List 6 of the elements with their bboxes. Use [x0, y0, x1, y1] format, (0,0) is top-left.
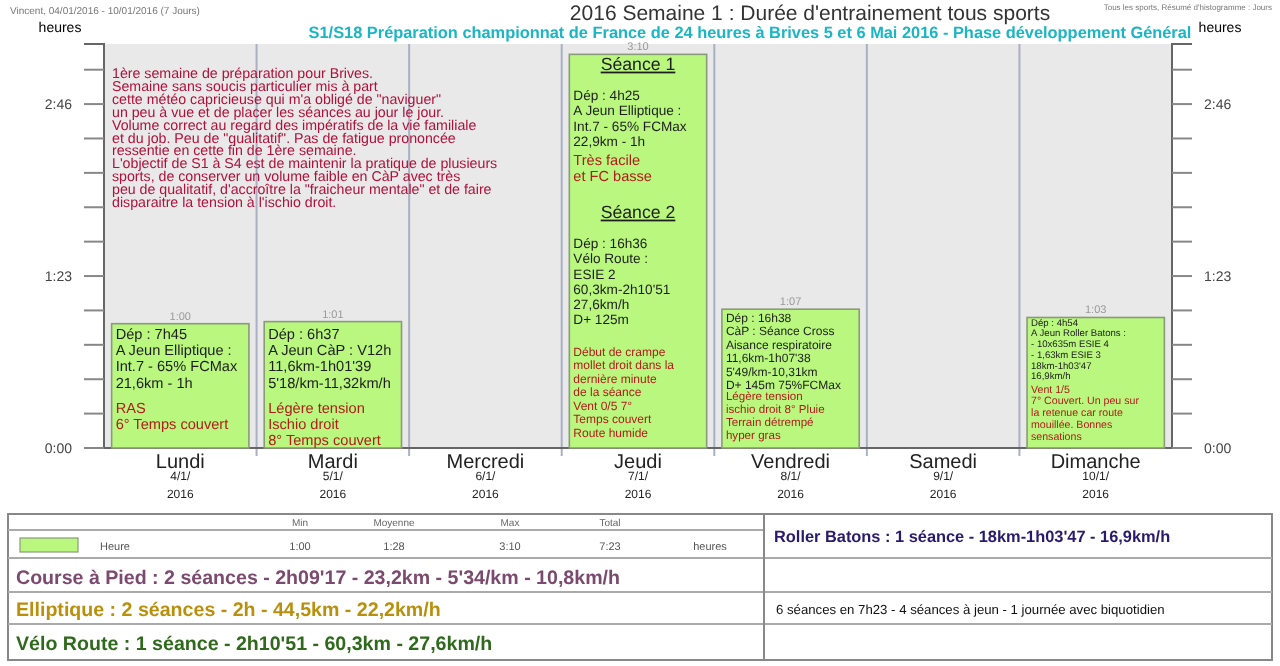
chart-title: 2016 Semaine 1 : Durée d'entrainement tous sports — [569, 2, 1051, 26]
text: Course à Pied : 2 séances - 2h09'17 - 23,2km - 5'34/km - 10,8km/h — [16, 568, 620, 590]
text: Elliptique : 2 séances - 2h - 44,5km - 22,2km/h — [16, 600, 441, 622]
text: Roller Batons : 1 séance - 18km-1h03'47 - 16,9km/h — [774, 528, 1171, 546]
chart-subtitle: S1/S18 Préparation championnat de France de 24 heures à Brives 5 et 6 Mai 2016 - Phase développement Général — [308, 24, 1192, 42]
text: Vélo Route : 1 séance - 2h10'51 - 60,3km - 27,6km/h — [16, 634, 493, 656]
